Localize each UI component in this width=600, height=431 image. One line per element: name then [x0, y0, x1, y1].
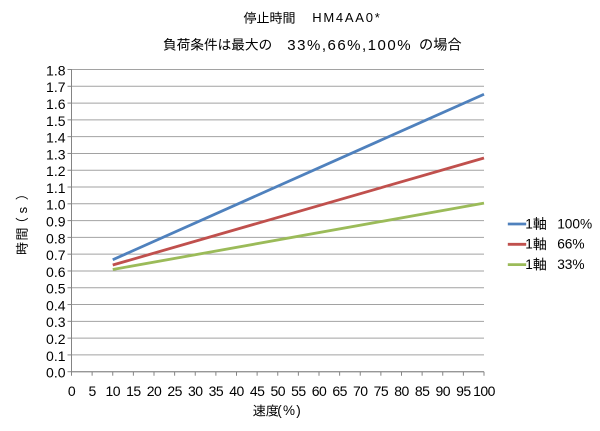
- svg-text:33%,66%,100%: 33%,66%,100%: [287, 37, 412, 54]
- svg-text:75: 75: [374, 383, 389, 399]
- svg-text:70: 70: [353, 383, 368, 399]
- svg-text:55: 55: [291, 383, 306, 399]
- svg-text:0.1: 0.1: [46, 348, 66, 364]
- svg-text:66%: 66%: [557, 237, 584, 252]
- svg-text:5: 5: [88, 383, 96, 399]
- svg-text:90: 90: [435, 383, 450, 399]
- svg-text:95: 95: [456, 383, 471, 399]
- svg-text:15: 15: [126, 383, 141, 399]
- svg-text:25: 25: [167, 383, 182, 399]
- svg-text:0.5: 0.5: [46, 281, 66, 297]
- svg-text:s: s: [15, 206, 30, 213]
- svg-text:1: 1: [525, 237, 533, 252]
- svg-text:65: 65: [332, 383, 347, 399]
- svg-text:10: 10: [105, 383, 120, 399]
- svg-text:1.4: 1.4: [46, 130, 66, 146]
- svg-text:1.8: 1.8: [46, 62, 66, 78]
- svg-text:1.6: 1.6: [46, 96, 66, 112]
- svg-text:1.2: 1.2: [46, 163, 66, 179]
- svg-text:50: 50: [270, 383, 285, 399]
- svg-text:85: 85: [415, 383, 430, 399]
- svg-text:80: 80: [394, 383, 409, 399]
- svg-text:0.0: 0.0: [46, 365, 66, 381]
- svg-text:1.0: 1.0: [46, 197, 66, 213]
- svg-text:0.9: 0.9: [46, 214, 66, 230]
- svg-text:100: 100: [473, 383, 496, 399]
- svg-text:60: 60: [312, 383, 327, 399]
- svg-text:0.8: 0.8: [46, 230, 66, 246]
- svg-text:1.1: 1.1: [46, 180, 66, 196]
- svg-text:1.3: 1.3: [46, 146, 66, 162]
- svg-text:0.7: 0.7: [46, 247, 66, 263]
- svg-text:45: 45: [250, 383, 265, 399]
- svg-text:0.2: 0.2: [46, 331, 66, 347]
- svg-text:30: 30: [188, 383, 203, 399]
- svg-text:1: 1: [525, 257, 533, 272]
- svg-text:0.3: 0.3: [46, 314, 66, 330]
- svg-text:0.6: 0.6: [46, 264, 66, 280]
- svg-text:100%: 100%: [557, 216, 592, 231]
- svg-text:HM4AA0*: HM4AA0*: [312, 10, 381, 25]
- svg-text:0: 0: [68, 383, 76, 399]
- svg-text:1.7: 1.7: [46, 79, 66, 95]
- svg-text:1: 1: [525, 216, 533, 231]
- svg-text:35: 35: [209, 383, 224, 399]
- svg-text:(%): (%): [277, 403, 302, 418]
- svg-text:20: 20: [147, 383, 162, 399]
- svg-text:33%: 33%: [557, 257, 584, 272]
- svg-text:1.5: 1.5: [46, 113, 66, 129]
- svg-text:0.4: 0.4: [46, 297, 66, 313]
- svg-text:40: 40: [229, 383, 244, 399]
